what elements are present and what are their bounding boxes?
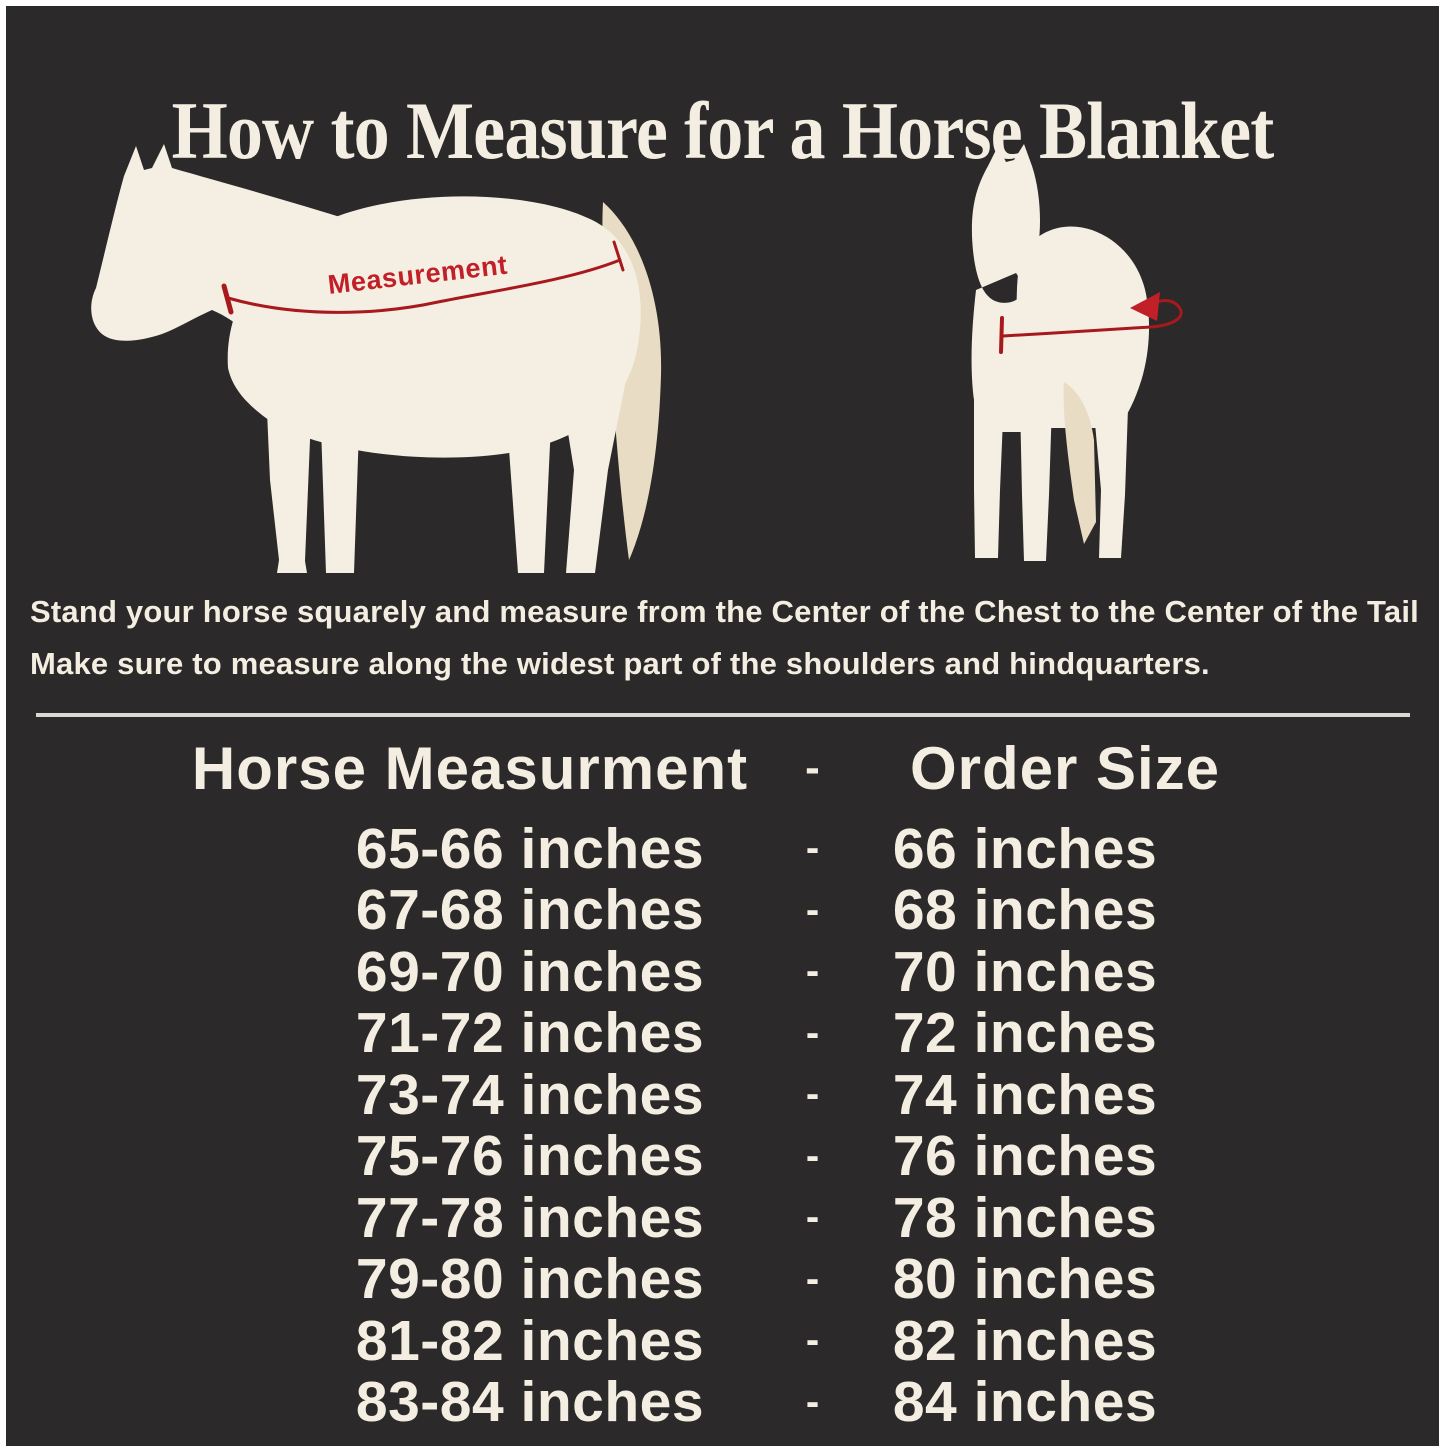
divider-line — [36, 713, 1410, 717]
size-table-header: Horse Measurment - Order Size — [140, 732, 1305, 804]
horse-front-legs — [974, 392, 1128, 561]
cell-size: 70 inches — [892, 939, 1158, 1004]
cell-measurement: 79-80 inches — [355, 1247, 705, 1312]
instructions-text: Stand your horse squarely and measure fr… — [30, 586, 1430, 690]
cell-measurement: 71-72 inches — [355, 1001, 705, 1066]
cell-measurement: 77-78 inches — [355, 1185, 705, 1250]
cell-size: 78 inches — [892, 1185, 1158, 1250]
cell-size: 72 inches — [892, 1001, 1158, 1066]
girth-arrow — [999, 292, 1183, 354]
cell-measurement: 67-68 inches — [355, 878, 705, 943]
cell-separator: - — [805, 826, 820, 871]
table-row: 81-82 inches - 82 inches — [140, 1308, 1305, 1373]
cell-separator: - — [805, 949, 820, 994]
header-measurement-label: Horse Measurment — [191, 734, 749, 802]
table-row: 77-78 inches - 78 inches — [140, 1185, 1305, 1250]
cell-separator: - — [805, 1256, 820, 1301]
cell-measurement: 73-74 inches — [355, 1062, 705, 1127]
cell-measurement: 69-70 inches — [355, 939, 705, 1004]
cell-size: 80 inches — [892, 1247, 1158, 1312]
table-row: 73-74 inches - 74 inches — [140, 1062, 1305, 1127]
cell-size: 76 inches — [892, 1124, 1158, 1189]
header-size-label: Order Size — [909, 734, 1221, 802]
cell-separator: - — [805, 1010, 820, 1055]
cell-measurement: 65-66 inches — [355, 816, 705, 881]
cell-size: 82 inches — [892, 1308, 1158, 1373]
cell-size: 74 inches — [892, 1062, 1158, 1127]
cell-measurement: 83-84 inches — [355, 1370, 705, 1435]
side-horse-illustration — [91, 144, 662, 573]
arrowhead-icon — [1130, 292, 1160, 321]
cell-size: 66 inches — [892, 816, 1158, 881]
cell-separator: - — [805, 1133, 820, 1178]
header-separator: - — [805, 743, 820, 792]
table-row: 65-66 inches - 66 inches — [140, 816, 1305, 881]
cell-size: 84 inches — [892, 1370, 1158, 1435]
table-row: 69-70 inches - 70 inches — [140, 939, 1305, 1004]
cell-separator: - — [805, 1195, 820, 1240]
table-row: 83-84 inches - 84 inches — [140, 1370, 1305, 1435]
cell-separator: - — [805, 1318, 820, 1363]
page-title: How to Measure for a Horse Blanket — [171, 84, 1275, 176]
table-row: 67-68 inches - 68 inches — [140, 878, 1305, 943]
size-table: 65-66 inches - 66 inches 67-68 inches - … — [140, 816, 1305, 1435]
table-row: 75-76 inches - 76 inches — [140, 1124, 1305, 1189]
measurement-arc — [221, 240, 625, 315]
instruction-line-2: Make sure to measure along the widest pa… — [30, 646, 1210, 681]
horse-head-neck — [91, 144, 380, 392]
cell-measurement: 75-76 inches — [355, 1124, 705, 1189]
cell-separator: - — [805, 887, 820, 932]
horse-head-front — [971, 144, 1040, 432]
cell-measurement: 81-82 inches — [355, 1308, 705, 1373]
table-row: 71-72 inches - 72 inches — [140, 1001, 1305, 1066]
instruction-line-1: Stand your horse squarely and measure fr… — [30, 594, 1419, 629]
front-horse-illustration — [971, 144, 1183, 561]
table-row: 79-80 inches - 80 inches — [140, 1247, 1305, 1312]
cell-separator: - — [805, 1379, 820, 1424]
cell-size: 68 inches — [892, 878, 1158, 943]
hind-leg-shaded — [1063, 382, 1096, 544]
cell-separator: - — [805, 1072, 820, 1117]
horse-hindquarters — [1016, 226, 1150, 428]
